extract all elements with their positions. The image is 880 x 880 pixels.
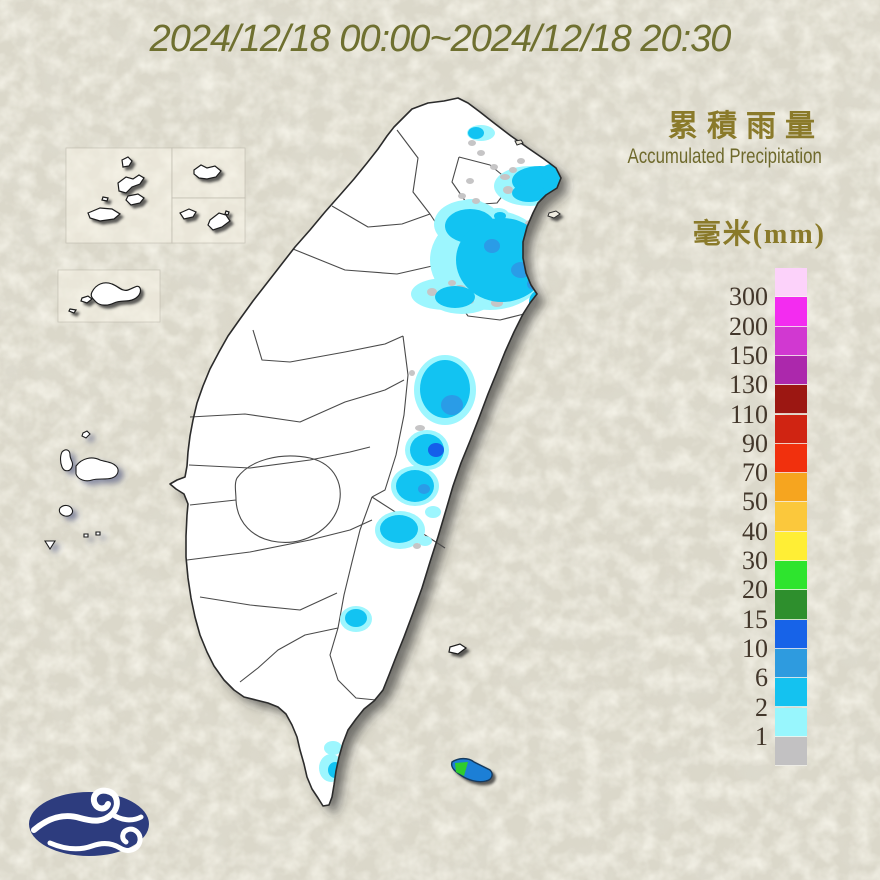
legend-swatch (775, 473, 807, 503)
legend-value: 15 (742, 604, 768, 634)
rain-cell-trace (415, 425, 425, 431)
rain-cell-trace (427, 288, 437, 296)
rain-cell-trace (409, 370, 415, 376)
keelung-islet (514, 139, 524, 146)
legend-value: 6 (755, 663, 768, 693)
legend-value: 50 (742, 487, 768, 517)
rain-cell-trace (458, 193, 466, 199)
rain-cell-2 (435, 286, 475, 308)
legend-swatch (775, 736, 807, 767)
rain-cell-trace (466, 178, 474, 184)
rain-cell-1 (418, 536, 432, 546)
legend-value: 130 (729, 370, 768, 400)
cwa-logo (29, 787, 149, 856)
legend-swatch (775, 414, 807, 444)
green-island (448, 643, 468, 655)
penghu-islands (44, 430, 119, 551)
panel-title-english: Accumulated Precipitation (627, 145, 822, 168)
rain-cell-6 (484, 239, 500, 253)
rain-cell-trace (472, 198, 480, 204)
legend-swatch (775, 561, 807, 591)
legend-swatch (775, 326, 807, 356)
inset-kinmen-panel (57, 269, 161, 323)
rain-cell-2 (494, 212, 506, 220)
legend-swatch (775, 590, 807, 620)
matsu-islands (87, 156, 231, 231)
rain-cell-10 (428, 443, 444, 457)
legend-swatch (775, 531, 807, 561)
legend-value-labels: 300 200 150 130 110 90 70 50 40 30 20 15 10 6 2 1 (650, 268, 768, 768)
page-title-timerange: 2024/12/18 00:00~2024/12/18 20:30 (149, 18, 732, 60)
rain-cell-6 (441, 395, 463, 415)
rain-layer (319, 125, 561, 795)
legend-swatch (775, 648, 807, 679)
legend-swatch (775, 619, 807, 649)
legend-unit-label: 毫米(mm) (692, 219, 826, 250)
rain-cell-2 (468, 127, 484, 139)
rain-cell-trace (477, 150, 485, 156)
legend-swatch (775, 707, 807, 737)
rain-cell-trace (448, 280, 456, 286)
guishan-island (547, 210, 561, 219)
logo-wave-glyph (31, 787, 144, 853)
inset-matsu-panel (65, 147, 246, 244)
rain-cell-trace (509, 167, 517, 173)
legend-value: 90 (742, 428, 768, 458)
rain-cell-1 (324, 741, 342, 755)
rain-cell-2 (345, 609, 367, 627)
rain-cell-trace (500, 174, 510, 180)
legend-color-scale (775, 268, 807, 768)
legend-swatch (775, 502, 807, 532)
legend-value: 2 (755, 692, 768, 722)
legend-value: 150 (729, 340, 768, 370)
panel-title-chinese: 累積雨量 (668, 110, 824, 143)
legend-swatch (775, 385, 807, 415)
legend-swatch (775, 297, 807, 327)
legend-swatch (775, 268, 807, 298)
offshore-islands (448, 139, 561, 783)
legend-value: 1 (755, 721, 768, 751)
legend-swatch (775, 355, 807, 386)
rain-cell-trace (503, 186, 513, 194)
kinmen-island (68, 282, 142, 314)
legend-value: 70 (742, 458, 768, 488)
rain-cell-trace (468, 140, 476, 146)
orchid-island (450, 757, 493, 783)
rain-cell-trace (490, 164, 498, 170)
legend-value: 10 (742, 633, 768, 663)
rain-cell-2 (410, 434, 444, 466)
rain-cell-2 (380, 515, 418, 543)
legend-swatch (775, 443, 807, 474)
rain-cell-1 (425, 506, 441, 518)
taiwan-map (169, 97, 562, 807)
legend-value: 30 (742, 546, 768, 575)
rain-cell-2 (512, 184, 546, 202)
rain-cell-2 (396, 470, 434, 502)
rain-cell-6 (418, 484, 430, 494)
legend-value: 40 (742, 516, 768, 546)
legend-value: 110 (729, 399, 768, 429)
legend-value: 20 (742, 575, 768, 605)
legend-swatch (775, 678, 807, 708)
legend-value: 200 (729, 311, 768, 341)
rain-cell-trace (413, 543, 421, 549)
legend-value: 300 (729, 282, 768, 312)
rain-cell-trace (517, 158, 525, 164)
